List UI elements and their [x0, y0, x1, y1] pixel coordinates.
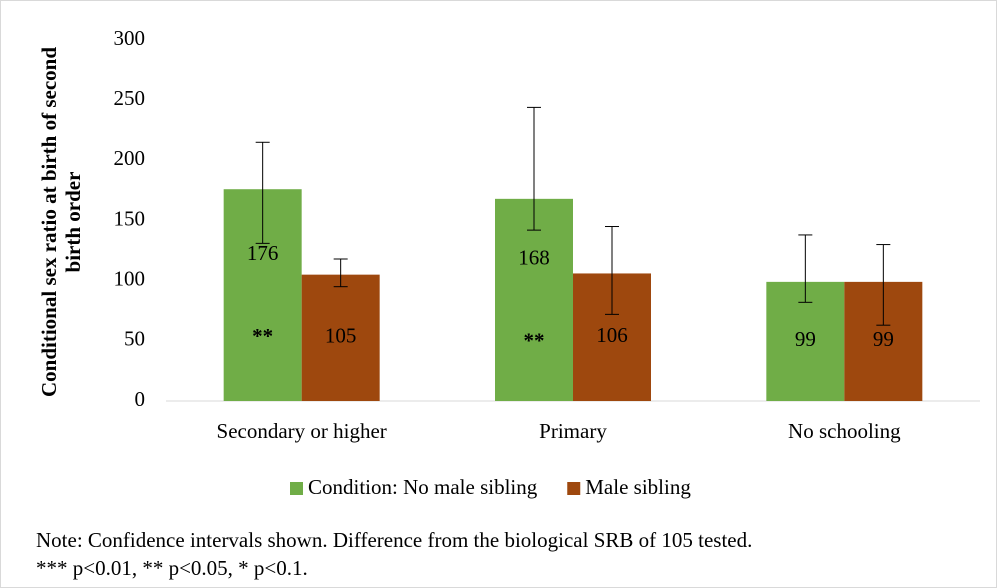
x-tick-label: Primary	[539, 419, 607, 443]
data-label: 105	[325, 324, 357, 348]
note: Note: Confidence intervals shown. Differ…	[36, 528, 752, 552]
y-tick-label: 250	[114, 86, 146, 110]
note: *** p<0.01, ** p<0.05, * p<0.1.	[36, 556, 308, 580]
data-label: 176	[247, 241, 279, 265]
y-axis-title-line: Conditional sex ratio at birth of second	[37, 47, 61, 397]
legend-swatch	[290, 482, 303, 495]
y-tick-label: 100	[114, 266, 146, 290]
x-tick-label: No schooling	[788, 419, 901, 443]
y-tick-label: 200	[114, 146, 146, 170]
data-label: 99	[873, 327, 894, 351]
data-label: 168	[518, 246, 550, 270]
data-label: 99	[795, 327, 816, 351]
y-tick-label: 0	[135, 387, 146, 411]
y-tick-label: 50	[124, 327, 145, 351]
y-tick-label: 300	[114, 26, 146, 50]
y-axis-title-line: birth order	[61, 172, 85, 273]
bar	[301, 274, 380, 401]
significance-label: **	[252, 324, 273, 348]
legend-label: Condition: No male sibling	[308, 475, 538, 499]
y-axis-title: Conditional sex ratio at birth of second…	[37, 47, 85, 397]
legend-swatch	[567, 482, 581, 495]
data-label: 106	[596, 323, 628, 347]
significance-label: **	[524, 329, 545, 353]
bar	[495, 198, 573, 401]
x-tick-label: Secondary or higher	[217, 419, 387, 443]
y-tick-label: 150	[114, 206, 146, 230]
legend-label: Male sibling	[585, 475, 691, 499]
